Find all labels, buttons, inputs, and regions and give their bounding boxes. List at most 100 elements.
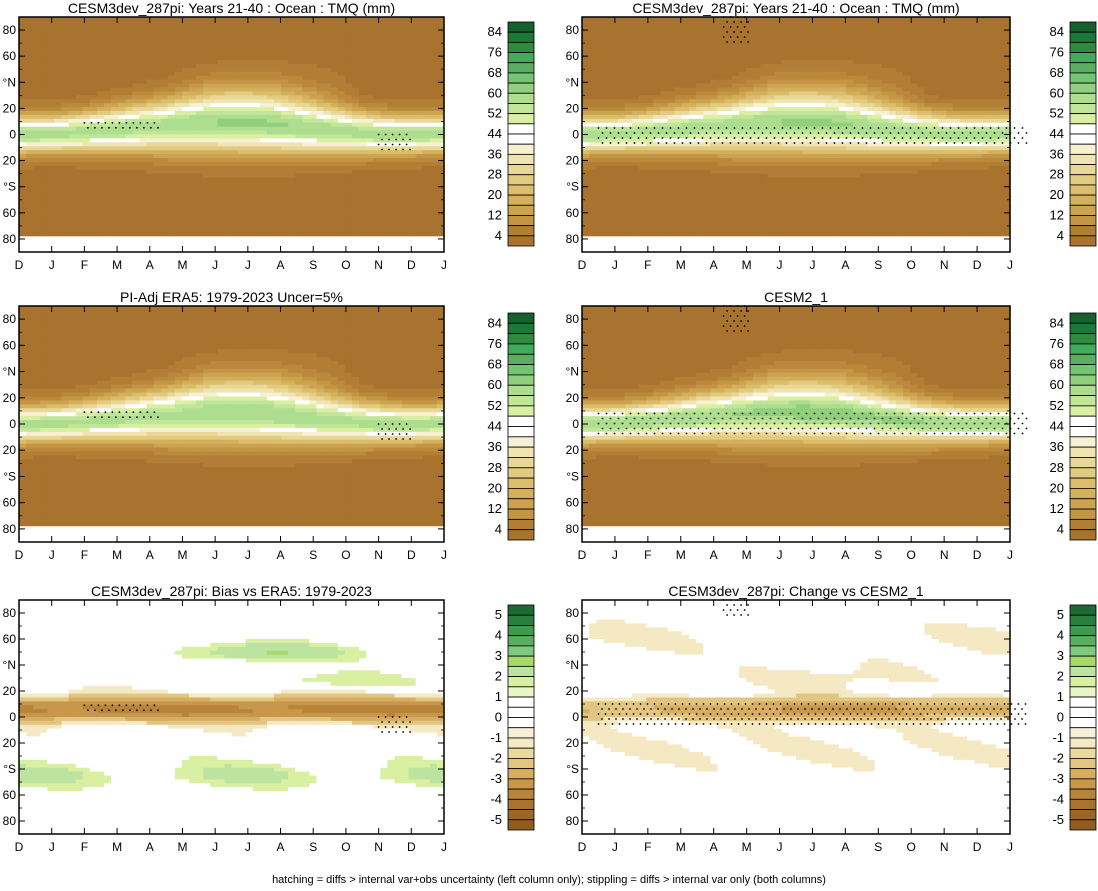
heatmap-cell — [82, 228, 91, 234]
heatmap-cell — [938, 91, 947, 96]
heatmap-cell — [903, 67, 911, 73]
heatmap-cell — [415, 75, 424, 81]
heatmap-cell — [359, 95, 367, 100]
heatmap-cell — [938, 75, 947, 81]
heatmap-cell — [387, 67, 396, 73]
heatmap-cell — [952, 83, 961, 89]
heatmap-cell — [189, 20, 197, 26]
heatmap-cell — [288, 114, 296, 120]
heatmap-cell — [731, 75, 740, 81]
heatmap-cell — [281, 91, 289, 96]
heatmap-cell — [96, 181, 105, 187]
heatmap-cell — [217, 130, 226, 136]
heatmap-cell — [75, 103, 84, 108]
heatmap-cell — [217, 177, 226, 183]
heatmap-cell — [746, 36, 754, 42]
heatmap-cell — [196, 40, 204, 46]
heatmap-cell — [61, 126, 70, 132]
heatmap-cell — [75, 95, 84, 100]
heatmap-cell — [196, 20, 204, 26]
heatmap-cell — [344, 28, 353, 34]
heatmap-cell — [167, 52, 176, 57]
heatmap-cell — [860, 56, 868, 61]
heatmap-cell — [33, 189, 41, 194]
heatmap-cell — [139, 169, 148, 175]
heatmap-cell — [125, 103, 133, 108]
heatmap-cell — [217, 103, 226, 108]
heatmap-cell — [596, 83, 604, 89]
heatmap-cell — [118, 56, 126, 61]
heatmap-cell — [238, 150, 247, 155]
heatmap-cell — [82, 173, 91, 179]
heatmap-cell — [938, 44, 947, 49]
heatmap-cell — [203, 189, 211, 194]
heatmap-cell — [373, 244, 381, 249]
heatmap-cell — [344, 114, 353, 120]
heatmap-cell — [945, 28, 954, 34]
heatmap-cell — [380, 118, 388, 124]
heatmap-cell — [731, 17, 740, 22]
heatmap-cell — [323, 224, 332, 230]
heatmap-cell — [160, 220, 169, 226]
heatmap-cell — [366, 24, 374, 30]
heatmap-cell — [196, 99, 204, 104]
heatmap-cell — [96, 75, 105, 81]
heatmap-cell — [47, 91, 56, 96]
heatmap-cell — [210, 20, 218, 26]
heatmap-cell — [224, 134, 233, 140]
heatmap-cell — [995, 71, 1004, 77]
heatmap-cell — [266, 197, 275, 202]
heatmap-cell — [54, 248, 63, 253]
heatmap-cell — [373, 36, 381, 42]
heatmap-cell — [337, 169, 346, 175]
heatmap-cell — [646, 75, 654, 81]
heatmap-cell — [224, 118, 233, 124]
heatmap-cell — [617, 71, 626, 77]
heatmap-cell — [394, 248, 403, 253]
heatmap-cell — [995, 44, 1004, 49]
heatmap-cell — [366, 32, 374, 38]
heatmap-cell — [167, 205, 176, 210]
heatmap-cell — [26, 185, 34, 190]
heatmap-cell — [54, 224, 63, 230]
heatmap-cell — [40, 71, 48, 77]
heatmap-cell — [738, 56, 747, 61]
heatmap-cell — [54, 36, 63, 42]
heatmap-cell — [203, 28, 211, 34]
heatmap-cell — [917, 79, 925, 85]
heatmap-cell — [938, 79, 947, 85]
heatmap-cell — [174, 142, 183, 147]
heatmap-cell — [33, 79, 41, 85]
heatmap-cell — [667, 44, 676, 49]
heatmap-cell — [824, 67, 833, 73]
heatmap-cell — [888, 36, 897, 42]
heatmap-cell — [422, 107, 431, 112]
heatmap-cell — [288, 185, 296, 190]
heatmap-cell — [415, 48, 424, 53]
heatmap-cell — [422, 67, 431, 73]
heatmap-cell — [359, 64, 367, 69]
heatmap-cell — [75, 111, 84, 116]
heatmap-cell — [917, 48, 925, 53]
heatmap-cell — [210, 91, 218, 96]
heatmap-cell — [174, 24, 183, 30]
heatmap-cell — [824, 87, 833, 93]
heatmap-cell — [810, 71, 818, 77]
heatmap-cell — [774, 48, 783, 53]
heatmap-cell — [146, 95, 155, 100]
heatmap-cell — [624, 67, 633, 73]
heatmap-cell — [717, 17, 726, 22]
heatmap-cell — [917, 20, 925, 26]
heatmap-cell — [415, 130, 424, 136]
heatmap-cell — [47, 48, 56, 53]
heatmap-cell — [245, 181, 254, 187]
heatmap-cell — [351, 201, 360, 206]
heatmap-cell — [330, 36, 339, 42]
heatmap-cell — [337, 161, 346, 167]
heatmap-cell — [316, 95, 325, 100]
heatmap-cell — [96, 52, 105, 57]
heatmap-cell — [89, 111, 98, 116]
heatmap-cell — [767, 71, 776, 77]
heatmap-cell — [167, 56, 176, 61]
heatmap-cell — [167, 126, 176, 132]
